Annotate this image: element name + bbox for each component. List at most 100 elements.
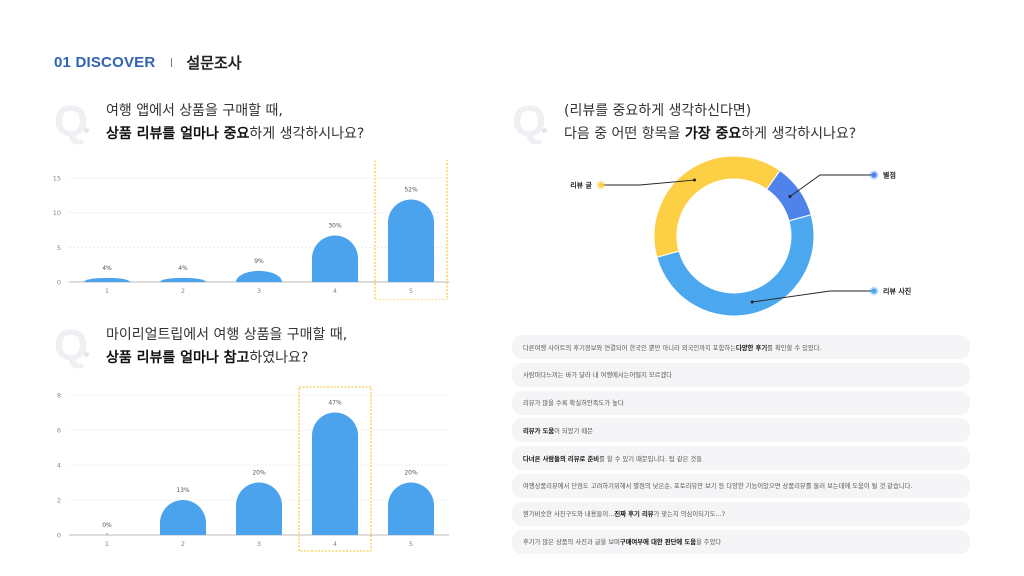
- data-label: 20%: [404, 470, 418, 477]
- question-1-line2: 상품 리뷰를 얼마나 중요하게 생각하시나요?: [106, 123, 364, 146]
- q-dot: [84, 352, 89, 357]
- x-tick-label: 5: [409, 540, 413, 548]
- x-tick-label: 3: [257, 287, 261, 295]
- question-3-emphasis: 가장 중요: [684, 126, 742, 142]
- bar: [84, 277, 130, 282]
- bar: [312, 235, 358, 282]
- review-text: 사람마다느끼는 바가 달라 내 여행에서는어떨지 모르겠다: [523, 372, 673, 380]
- review-comment: 뭔가비슷한 사진구도와 내용들이… 진짜 후기 리뷰 가 맞는지 의심이되기도…?: [512, 501, 970, 526]
- review-emphasis: 다녀온 사람들의 리뷰로 준비: [523, 455, 600, 463]
- legend-dot: [598, 182, 604, 188]
- q-mark: Q: [54, 97, 89, 146]
- slice-label: 리뷰 글: [570, 181, 592, 190]
- question-3-rest: 하게 생각하시나요?: [741, 126, 857, 142]
- y-tick-label: 5: [57, 244, 61, 252]
- callout-anchor: [788, 195, 792, 199]
- x-tick-label: 4: [333, 287, 337, 295]
- review-emphasis: 리뷰가 도움: [523, 427, 555, 435]
- data-label: 4%: [178, 265, 188, 272]
- y-tick-label: 0: [57, 532, 61, 540]
- bar: [236, 270, 282, 282]
- review-text: 후기가 많은 상품의 사진과 글을 보며: [523, 539, 620, 547]
- review-text: 를 확인할 수 있었다.: [767, 344, 822, 352]
- review-emphasis: 구매여부에 대한 판단에 도움: [619, 539, 697, 547]
- review-emphasis: 진짜 후기 리뷰: [614, 511, 654, 519]
- data-label: 47%: [328, 400, 342, 407]
- bar: [388, 199, 434, 282]
- review-comment: 리뷰가 많을 수록 확실히안족도가 높다: [512, 390, 970, 415]
- slice-label: 리뷰 사진: [883, 287, 911, 296]
- review-emphasis: 다양한 후기: [735, 344, 768, 352]
- y-tick-label: 10: [53, 209, 61, 217]
- review-text: 를 할 수 있기 때문입니다. 팁 같은 것들: [599, 455, 703, 463]
- q-dot: [542, 128, 547, 133]
- question-1-line1: 여행 앱에서 상품을 구매할 때,: [106, 103, 283, 119]
- question-2-emphasis: 상품 리뷰를 얼마나 참고: [106, 350, 250, 366]
- data-label: 9%: [254, 258, 264, 265]
- bar: [160, 500, 206, 535]
- bar: [388, 482, 434, 535]
- slice-label: 별점: [883, 171, 896, 180]
- x-tick-label: 4: [333, 540, 337, 548]
- question-3-pre: 다음 중 어떤 항목을: [564, 126, 685, 142]
- callout-line: [789, 174, 874, 197]
- highlight-box: [298, 386, 372, 552]
- bar: [236, 482, 282, 535]
- q-mark: Q: [54, 321, 89, 370]
- y-tick-label: 2: [57, 497, 61, 505]
- q-dot: [84, 128, 89, 133]
- review-comment: 여행상품리뷰에서 단점도 고려하기위해서 별점의 낮은순, 포토리뷰만 보기 등…: [512, 473, 970, 498]
- callout-line: [601, 179, 695, 186]
- importance-bar-chart: 0 5 10 15 4% 1 4% 2 9% 3 30% 4 52% 5: [53, 160, 449, 300]
- data-label: 0%: [102, 522, 112, 529]
- bar: [160, 277, 206, 282]
- review-text: 이 되었기 때문: [554, 427, 593, 435]
- question-1-text: 여행 앱에서 상품을 구매할 때, 상품 리뷰를 얼마나 중요하게 생각하시나요…: [106, 100, 364, 146]
- x-tick-label: 2: [181, 540, 185, 548]
- question-2-text: 마이리얼트립에서 여행 상품을 구매할 때, 상품 리뷰를 얼마나 참고하였나요…: [106, 324, 347, 370]
- question-2-rest: 하였나요?: [249, 350, 309, 366]
- review-text: 뭔가비슷한 사진구도와 내용들이…: [523, 511, 615, 519]
- callout-anchor: [693, 178, 697, 182]
- x-tick-label: 2: [181, 287, 185, 295]
- legend-dot: [871, 172, 877, 178]
- review-comment: 후기가 많은 상품의 사진과 글을 보며 구매여부에 대한 판단에 도움 을 주었다: [512, 529, 970, 554]
- review-comments-list: 다른여행 사이트의 후기정보와 연결되어 한국인 뿐만 아니라 외국인까지 포함…: [512, 335, 970, 557]
- data-label: 13%: [176, 487, 190, 494]
- data-label: 52%: [404, 186, 418, 193]
- question-1-rest: 하게 생각하시나요?: [249, 126, 365, 142]
- x-tick-label: 1: [105, 540, 109, 548]
- reference-bar-chart: 0 2 4 6 8 0% 1 13% 2 20% 3 47% 4 20% 5: [57, 386, 449, 552]
- x-tick-label: 1: [105, 287, 109, 295]
- y-tick-label: 15: [53, 175, 61, 183]
- question-3-line1: (리뷰를 중요하게 생각하신다면): [564, 103, 752, 119]
- x-tick-label: 5: [409, 287, 413, 295]
- data-label: 20%: [252, 470, 266, 477]
- legend-dot: [871, 288, 877, 294]
- y-tick-label: 0: [57, 279, 61, 287]
- review-text: 을 주었다: [696, 539, 722, 547]
- question-1-emphasis: 상품 리뷰를 얼마나 중요: [106, 126, 250, 142]
- review-text: 여행상품리뷰에서 단점도 고려하기위해서 별점의 낮은순, 포토리뷰만 보기 등…: [523, 483, 913, 491]
- header-divider: [171, 57, 173, 67]
- question-2-line2: 상품 리뷰를 얼마나 참고하였나요?: [106, 347, 347, 370]
- review-comment: 다른여행 사이트의 후기정보와 연결되어 한국인 뿐만 아니라 외국인까지 포함…: [512, 335, 970, 359]
- data-label: 30%: [328, 223, 342, 230]
- question-3-text: (리뷰를 중요하게 생각하신다면) 다음 중 어떤 항목을 가장 중요하게 생각…: [564, 100, 856, 146]
- section-number: 01 DISCOVER: [54, 53, 156, 71]
- donut-slice: [653, 155, 781, 258]
- callout-anchor: [750, 300, 754, 304]
- review-text: 가 맞는지 의심이되기도…?: [653, 511, 726, 519]
- bar: [312, 412, 358, 535]
- review-text: 리뷰가 많을 수록 확실히안족도가 높다: [523, 400, 624, 408]
- x-tick-label: 3: [257, 540, 261, 548]
- y-tick-label: 8: [57, 392, 61, 400]
- callout-line: [752, 290, 874, 303]
- question-2-line1: 마이리얼트립에서 여행 상품을 구매할 때,: [106, 327, 348, 343]
- review-comment: 리뷰가 도움 이 되었기 때문: [512, 418, 970, 443]
- highlight-box: [374, 160, 448, 300]
- page-title: 설문조사: [186, 53, 242, 72]
- y-tick-label: 4: [57, 462, 61, 470]
- y-tick-label: 6: [57, 427, 61, 435]
